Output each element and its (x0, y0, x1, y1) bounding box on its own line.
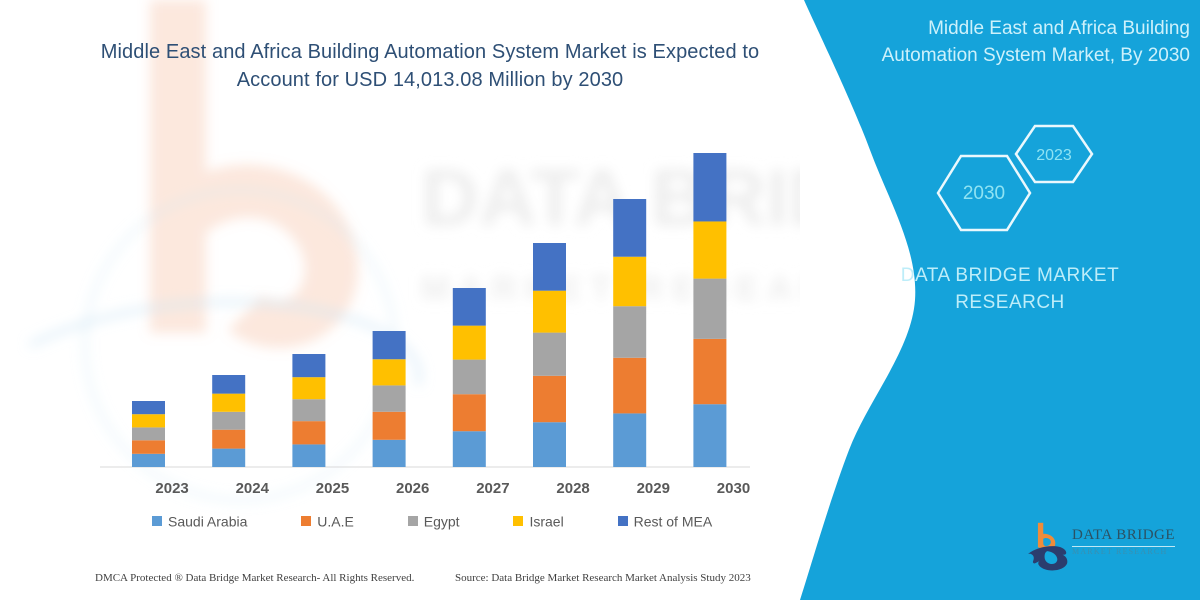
svg-text:2030: 2030 (963, 183, 1005, 204)
svg-text:2023: 2023 (1036, 147, 1072, 164)
